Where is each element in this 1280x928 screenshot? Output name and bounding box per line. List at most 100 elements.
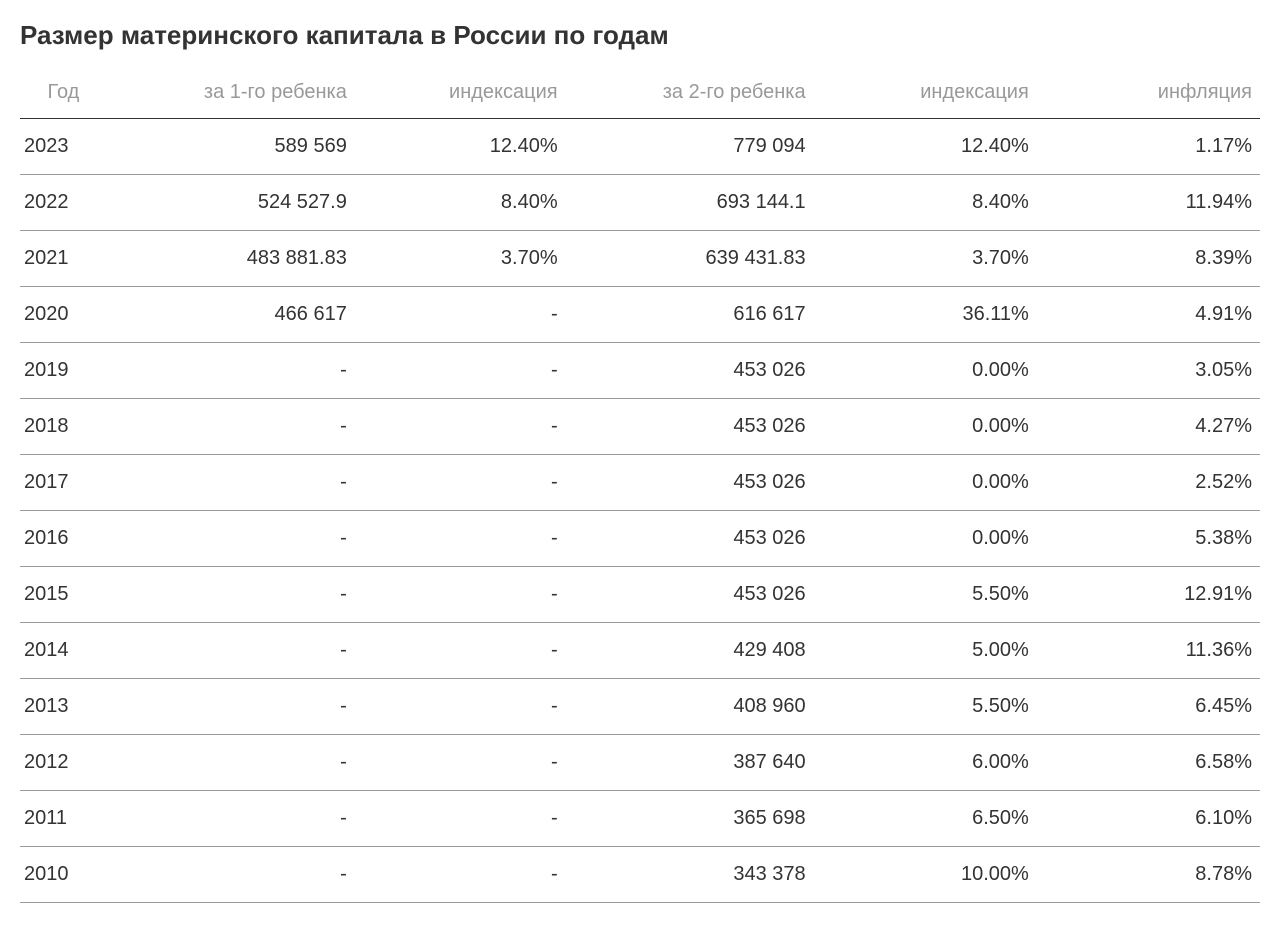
- cell-idx2: 5.50%: [814, 567, 1037, 623]
- cell-infl: 8.78%: [1037, 847, 1260, 903]
- cell-year: 2018: [20, 399, 107, 455]
- table-row: 2013--408 9605.50%6.45%: [20, 679, 1260, 735]
- cell-infl: 3.05%: [1037, 343, 1260, 399]
- page-title: Размер материнского капитала в России по…: [20, 20, 1260, 51]
- cell-idx1: 12.40%: [355, 119, 566, 175]
- table-row: 2012--387 6406.00%6.58%: [20, 735, 1260, 791]
- cell-infl: 11.36%: [1037, 623, 1260, 679]
- cell-second: 408 960: [566, 679, 814, 735]
- cell-second: 453 026: [566, 343, 814, 399]
- table-row: 2023589 56912.40%779 09412.40%1.17%: [20, 119, 1260, 175]
- table-row: 2020466 617-616 61736.11%4.91%: [20, 287, 1260, 343]
- cell-idx1: -: [355, 735, 566, 791]
- table-header-row: Год за 1-го ребенка индексация за 2-го р…: [20, 69, 1260, 119]
- table-row: 2019--453 0260.00%3.05%: [20, 343, 1260, 399]
- cell-second: 365 698: [566, 791, 814, 847]
- cell-year: 2019: [20, 343, 107, 399]
- cell-idx1: -: [355, 567, 566, 623]
- cell-idx1: 8.40%: [355, 175, 566, 231]
- cell-infl: 6.58%: [1037, 735, 1260, 791]
- table-row: 2018--453 0260.00%4.27%: [20, 399, 1260, 455]
- cell-idx1: -: [355, 455, 566, 511]
- table-row: 2011--365 6986.50%6.10%: [20, 791, 1260, 847]
- cell-first: -: [107, 791, 355, 847]
- cell-idx2: 5.00%: [814, 623, 1037, 679]
- cell-first: -: [107, 623, 355, 679]
- cell-idx2: 0.00%: [814, 399, 1037, 455]
- cell-first: 589 569: [107, 119, 355, 175]
- cell-first: -: [107, 735, 355, 791]
- cell-idx2: 12.40%: [814, 119, 1037, 175]
- cell-first: 524 527.9: [107, 175, 355, 231]
- cell-idx2: 3.70%: [814, 231, 1037, 287]
- cell-idx1: -: [355, 511, 566, 567]
- table-row: 2021483 881.833.70%639 431.833.70%8.39%: [20, 231, 1260, 287]
- cell-second: 343 378: [566, 847, 814, 903]
- cell-idx1: -: [355, 287, 566, 343]
- cell-idx1: -: [355, 791, 566, 847]
- cell-idx1: -: [355, 847, 566, 903]
- cell-infl: 11.94%: [1037, 175, 1260, 231]
- cell-year: 2015: [20, 567, 107, 623]
- cell-infl: 1.17%: [1037, 119, 1260, 175]
- cell-idx2: 0.00%: [814, 455, 1037, 511]
- cell-infl: 12.91%: [1037, 567, 1260, 623]
- col-header-idx2: индексация: [814, 69, 1037, 119]
- cell-second: 453 026: [566, 511, 814, 567]
- cell-first: -: [107, 399, 355, 455]
- cell-second: 453 026: [566, 455, 814, 511]
- cell-idx2: 36.11%: [814, 287, 1037, 343]
- cell-first: -: [107, 679, 355, 735]
- cell-infl: 8.39%: [1037, 231, 1260, 287]
- cell-year: 2016: [20, 511, 107, 567]
- cell-first: -: [107, 847, 355, 903]
- cell-year: 2012: [20, 735, 107, 791]
- cell-second: 453 026: [566, 399, 814, 455]
- cell-year: 2011: [20, 791, 107, 847]
- cell-infl: 5.38%: [1037, 511, 1260, 567]
- cell-idx1: -: [355, 343, 566, 399]
- cell-second: 693 144.1: [566, 175, 814, 231]
- cell-infl: 6.10%: [1037, 791, 1260, 847]
- table-row: 2022524 527.98.40%693 144.18.40%11.94%: [20, 175, 1260, 231]
- cell-year: 2020: [20, 287, 107, 343]
- table-row: 2016--453 0260.00%5.38%: [20, 511, 1260, 567]
- cell-idx2: 5.50%: [814, 679, 1037, 735]
- cell-second: 639 431.83: [566, 231, 814, 287]
- cell-idx2: 0.00%: [814, 343, 1037, 399]
- table-row: 2015--453 0265.50%12.91%: [20, 567, 1260, 623]
- cell-first: -: [107, 567, 355, 623]
- cell-idx1: -: [355, 623, 566, 679]
- cell-year: 2017: [20, 455, 107, 511]
- cell-second: 387 640: [566, 735, 814, 791]
- cell-first: 466 617: [107, 287, 355, 343]
- cell-second: 616 617: [566, 287, 814, 343]
- cell-idx2: 6.00%: [814, 735, 1037, 791]
- table-row: 2014--429 4085.00%11.36%: [20, 623, 1260, 679]
- col-header-year: Год: [20, 69, 107, 119]
- cell-idx1: -: [355, 679, 566, 735]
- cell-second: 453 026: [566, 567, 814, 623]
- cell-second: 779 094: [566, 119, 814, 175]
- cell-first: -: [107, 511, 355, 567]
- cell-idx1: 3.70%: [355, 231, 566, 287]
- cell-infl: 2.52%: [1037, 455, 1260, 511]
- cell-idx2: 0.00%: [814, 511, 1037, 567]
- cell-first: -: [107, 455, 355, 511]
- cell-year: 2023: [20, 119, 107, 175]
- col-header-idx1: индексация: [355, 69, 566, 119]
- cell-year: 2022: [20, 175, 107, 231]
- cell-infl: 4.27%: [1037, 399, 1260, 455]
- cell-year: 2010: [20, 847, 107, 903]
- cell-infl: 4.91%: [1037, 287, 1260, 343]
- cell-first: 483 881.83: [107, 231, 355, 287]
- cell-idx2: 6.50%: [814, 791, 1037, 847]
- cell-second: 429 408: [566, 623, 814, 679]
- cell-infl: 6.45%: [1037, 679, 1260, 735]
- col-header-first: за 1-го ребенка: [107, 69, 355, 119]
- cell-idx2: 10.00%: [814, 847, 1037, 903]
- col-header-infl: инфляция: [1037, 69, 1260, 119]
- cell-idx1: -: [355, 399, 566, 455]
- cell-first: -: [107, 343, 355, 399]
- table-body: 2023589 56912.40%779 09412.40%1.17%20225…: [20, 119, 1260, 903]
